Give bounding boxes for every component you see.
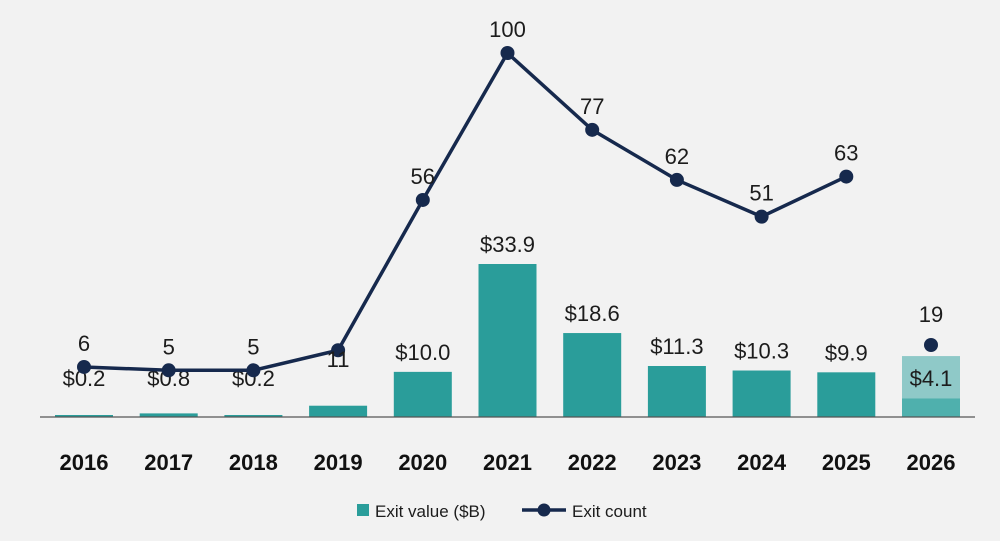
x-tick-label-2025: 2025 [822, 450, 871, 475]
bar-value-label-2024: $10.3 [734, 339, 789, 364]
exit-count-labels: 6 5 5 11 56 100 77 62 51 63 19 [78, 17, 943, 372]
exit-count-label-2022: 77 [580, 94, 604, 119]
bar-value-label-2026: $4.1 [910, 366, 953, 391]
exit-count-point-2019 [331, 343, 346, 358]
x-tick-label-2026: 2026 [907, 450, 956, 475]
bar-value-label-2021: $33.9 [480, 232, 535, 257]
exit-count-polyline [83, 51, 848, 373]
exit-count-label-2018: 5 [247, 334, 259, 359]
bar-value-label-2025: $9.9 [825, 340, 868, 365]
bar-2025 [817, 372, 876, 417]
legend-label-exit-count: Exit count [572, 502, 647, 521]
x-tick-label-2018: 2018 [229, 450, 278, 475]
exit-count-point-2020 [415, 192, 430, 207]
bar-2020 [393, 371, 452, 417]
exit-count-label-2025: 63 [834, 141, 858, 166]
x-tick-label-2024: 2024 [737, 450, 787, 475]
exit-value-bars [55, 264, 960, 417]
x-tick-label-2017: 2017 [144, 450, 193, 475]
bar-2023 [647, 366, 706, 417]
bar-2024 [732, 370, 791, 417]
exit-count-label-2016: 6 [78, 331, 90, 356]
exit-count-label-2023: 62 [665, 144, 689, 169]
exit-count-label-2017: 5 [163, 334, 175, 359]
bar-value-label-2022: $18.6 [565, 301, 620, 326]
exit-count-label-2020: 56 [411, 164, 435, 189]
exit-count-line [77, 46, 938, 378]
x-tick-label-2021: 2021 [483, 450, 532, 475]
exit-count-point-2022 [585, 122, 600, 137]
exit-count-point-2017 [161, 363, 176, 378]
bar-2019 [309, 405, 368, 417]
bar-2021 [478, 264, 537, 417]
x-tick-label-2016: 2016 [60, 450, 109, 475]
exit-count-label-2024: 51 [749, 181, 773, 206]
exit-count-point-2024 [754, 209, 769, 224]
x-tick-label-2020: 2020 [398, 450, 447, 475]
x-axis-tick-labels: 2016 2017 2018 2019 2020 2021 2022 2023 2024 2025… [60, 450, 956, 475]
bar-2026 [902, 398, 960, 417]
exit-count-label-2026: 19 [919, 302, 943, 327]
exit-count-point-2025 [839, 169, 854, 184]
bar-value-label-2020: $10.0 [395, 340, 450, 365]
legend-label-exit-value: Exit value ($B) [375, 502, 486, 521]
exit-count-point-2023 [669, 172, 684, 187]
bar-2022 [563, 333, 622, 417]
bar-value-label-2023: $11.3 [650, 334, 703, 359]
exit-count-point-2026 [924, 338, 938, 352]
bar-2018 [224, 415, 283, 417]
exit-count-label-2021: 100 [489, 17, 526, 42]
legend-swatch-exit-value [357, 504, 369, 516]
bar-2017 [139, 413, 198, 417]
exit-count-point-2018 [246, 363, 261, 378]
bar-2016 [55, 415, 113, 417]
x-tick-label-2023: 2023 [652, 450, 701, 475]
x-tick-label-2019: 2019 [314, 450, 363, 475]
legend: Exit value ($B) Exit count [357, 502, 647, 521]
exit-count-point-2021 [500, 46, 515, 60]
legend-marker-exit-count [537, 503, 551, 517]
x-tick-label-2022: 2022 [568, 450, 617, 475]
exit-count-label-2019: 11 [327, 347, 350, 372]
exit-count-point-2016 [77, 359, 91, 374]
